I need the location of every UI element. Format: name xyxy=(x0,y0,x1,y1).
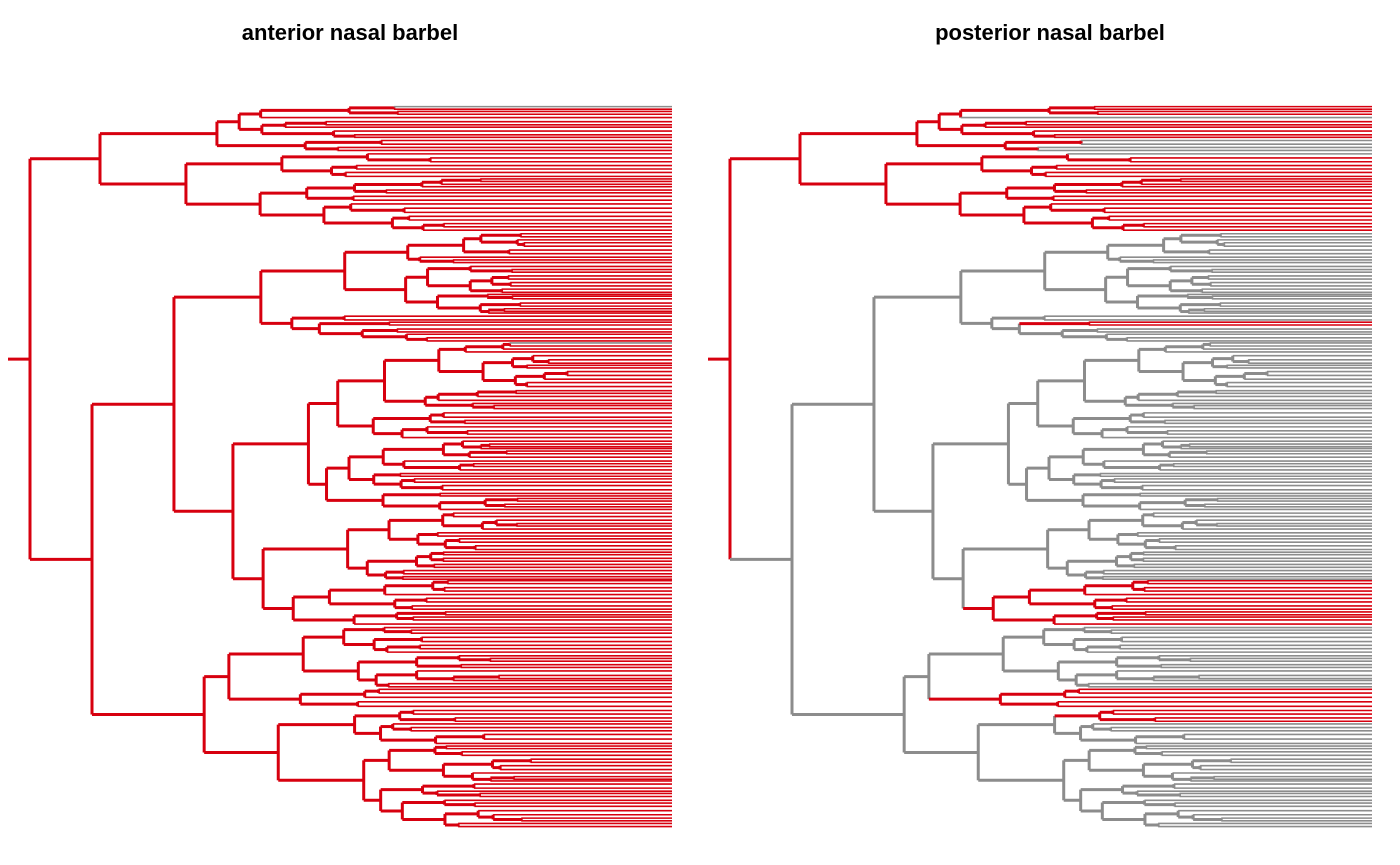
tree-panel-anterior: anterior nasal barbel xyxy=(8,20,672,828)
phylogeny-anterior xyxy=(8,105,672,828)
phylogeny-posterior xyxy=(708,105,1372,828)
panel-title-anterior: anterior nasal barbel xyxy=(241,20,459,45)
tree-panel-posterior: posterior nasal barbel xyxy=(700,0,1400,865)
panel-title-posterior: posterior nasal barbel xyxy=(935,20,1165,45)
